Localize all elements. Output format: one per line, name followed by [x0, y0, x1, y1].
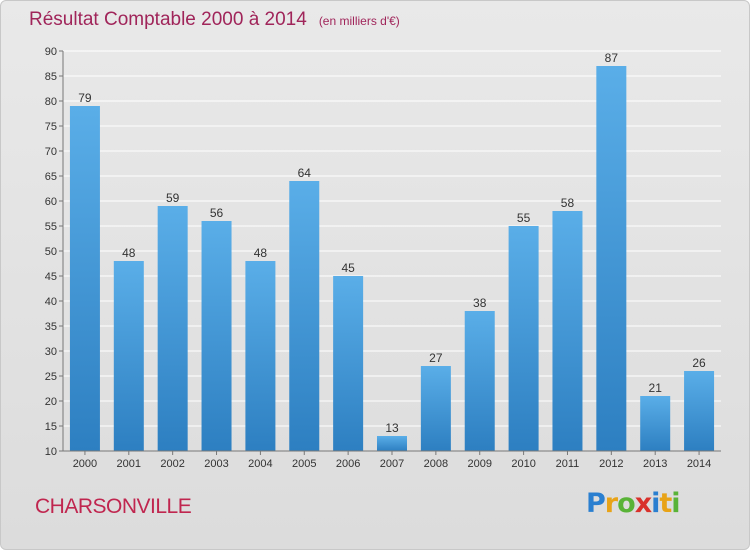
x-tick-label: 2012 [599, 458, 623, 470]
data-label-2013: 21 [649, 381, 663, 395]
bar-2004 [245, 261, 276, 451]
x-tick-label: 2011 [556, 458, 580, 470]
data-label-2012: 87 [605, 51, 619, 65]
y-tick-label: 45 [45, 271, 57, 283]
bar-2014 [684, 371, 715, 451]
data-label-2008: 27 [429, 351, 443, 365]
y-tick-label: 70 [45, 146, 57, 158]
bar-2000 [69, 106, 100, 451]
y-tick-label: 25 [45, 371, 57, 383]
bar-2009 [464, 311, 495, 451]
x-tick-label: 2004 [248, 458, 272, 470]
x-tick-label: 2001 [117, 458, 141, 470]
x-tick-label: 2000 [73, 458, 97, 470]
x-tick-label: 2006 [336, 458, 360, 470]
chart-title: Résultat Comptable 2000 à 2014 [29, 9, 307, 30]
logo-letter: i [651, 488, 660, 519]
proxiti-logo: Proxiti [586, 488, 681, 519]
x-tick-label: 2009 [467, 458, 491, 470]
x-tick-label: 2010 [511, 458, 535, 470]
data-label-2006: 45 [341, 261, 355, 275]
logo-letter: r [604, 488, 618, 519]
bar-2007 [377, 436, 407, 451]
y-tick-label: 60 [45, 196, 57, 208]
data-label-2002: 59 [166, 191, 180, 205]
bars [69, 66, 715, 451]
x-tick-label: 2005 [292, 458, 316, 470]
data-label-2014: 26 [692, 356, 706, 370]
y-tick-label: 55 [45, 221, 57, 233]
bar-2008 [420, 366, 451, 451]
data-label-2011: 58 [561, 196, 575, 210]
y-tick-label: 80 [45, 96, 57, 108]
y-tick-label: 90 [45, 46, 57, 58]
bar-2010 [508, 226, 539, 451]
labels: 10 15 20 25 30 35 40 45 50 55 60 65 70 75 80 85 90 2000 79… [45, 46, 712, 470]
data-label-2001: 48 [122, 246, 136, 260]
bar-2001 [113, 261, 144, 451]
x-tick-label: 2002 [160, 458, 184, 470]
x-tick-label: 2007 [380, 458, 404, 470]
bar-2006 [333, 276, 364, 451]
y-tick-label: 85 [45, 71, 57, 83]
data-label-2005: 64 [298, 166, 312, 180]
logo-letter: x [634, 488, 652, 519]
data-label-2007: 13 [385, 421, 399, 435]
data-label-2010: 55 [517, 211, 531, 225]
logo-letter: i [671, 488, 680, 519]
bar-2011 [552, 211, 583, 451]
chart-title-block: Résultat Comptable 2000 à 2014 (en milli… [29, 9, 400, 31]
y-tick-label: 35 [45, 321, 57, 333]
x-tick-label: 2014 [687, 458, 711, 470]
y-tick-label: 65 [45, 171, 57, 183]
x-tick-label: 2013 [643, 458, 667, 470]
y-tick-label: 15 [45, 421, 57, 433]
bar-2003 [201, 221, 232, 451]
unit-note: (en milliers d'€) [318, 14, 400, 28]
y-tick-label: 10 [45, 446, 57, 458]
data-label-2004: 48 [254, 246, 268, 260]
data-label-2003: 56 [210, 206, 224, 220]
bar-2013 [640, 396, 671, 451]
y-tick-label: 30 [45, 346, 57, 358]
axes [59, 50, 721, 455]
logo-letter: t [659, 488, 672, 519]
y-tick-label: 40 [45, 296, 57, 308]
logo-letter: P [586, 488, 606, 519]
x-tick-label: 2003 [204, 458, 228, 470]
x-tick-label: 2008 [424, 458, 448, 470]
data-label-2000: 79 [78, 91, 92, 105]
bar-2012 [596, 66, 627, 451]
y-tick-label: 75 [45, 121, 57, 133]
y-tick-label: 20 [45, 396, 57, 408]
commune-name: CHARSONVILLE [35, 495, 192, 518]
y-tick-label: 50 [45, 246, 57, 258]
logo-letter: o [617, 488, 636, 519]
bar-2002 [157, 206, 188, 451]
bar-2005 [289, 181, 320, 451]
data-label-2009: 38 [473, 296, 487, 310]
